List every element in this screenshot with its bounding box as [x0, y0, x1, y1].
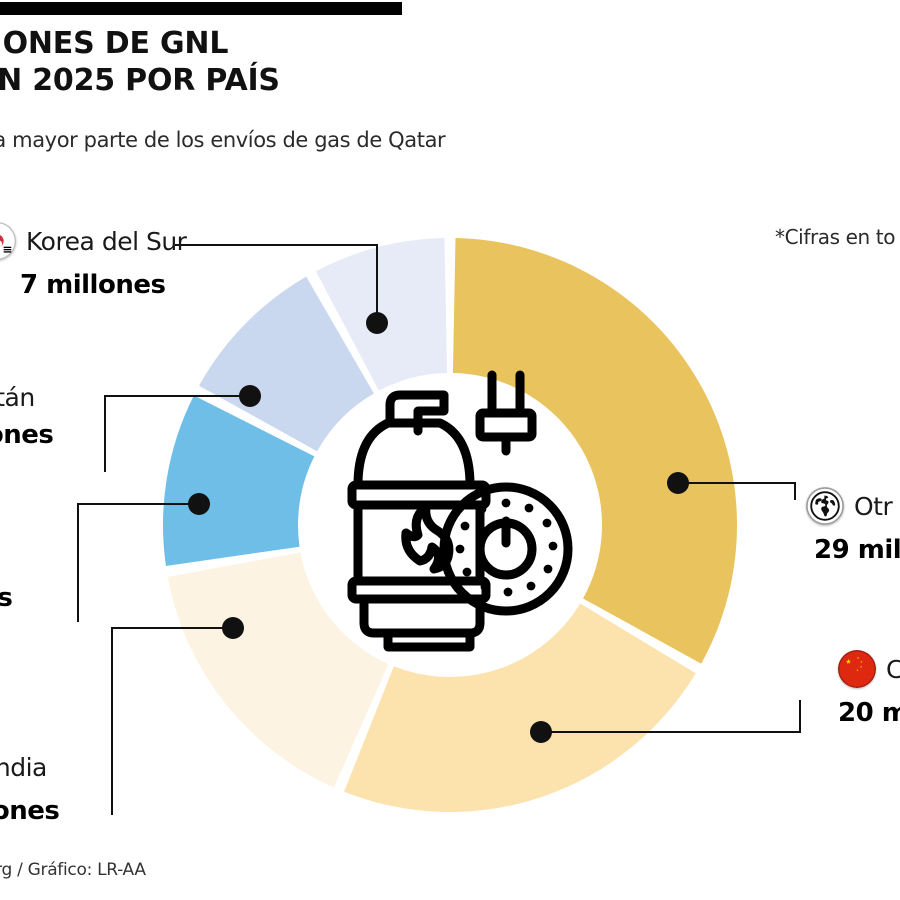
callout-india[interactable]: India millones: [0, 748, 60, 826]
donut-slice-taiw-n[interactable]: [163, 395, 315, 566]
leader-line-pakist-n: [104, 395, 250, 472]
callout-india-name: India: [0, 752, 47, 782]
leader-line-india: [111, 627, 233, 815]
callout-pakistan[interactable]: Pakistán millones: [0, 383, 54, 450]
leader-dot-pakist-n: [239, 385, 261, 407]
header-rule: [0, 2, 402, 15]
leader-dot-china: [530, 721, 552, 743]
donut-slice-china[interactable]: [344, 603, 696, 812]
flag-south-korea-icon: [0, 222, 16, 260]
callout-otros-value: 29 mill: [814, 535, 900, 565]
callout-india-value: millones: [0, 796, 60, 826]
donut-slice-otros[interactable]: [452, 238, 737, 664]
callout-taiwan-value: llones: [0, 583, 13, 613]
callout-otros[interactable]: Otr 29 mill: [806, 487, 900, 563]
callout-pakistan-value: millones: [0, 420, 54, 450]
globe-icon: [806, 487, 844, 525]
callout-otros-name: Otr: [854, 491, 893, 521]
leader-dot-india: [222, 617, 244, 639]
page-subtitle: mpra la mayor parte de los envíos de gas…: [0, 128, 446, 152]
leader-dot-taiw-n: [188, 493, 210, 515]
leader-line-korea-del-sur: [175, 244, 378, 323]
flag-china-icon: [838, 650, 876, 688]
callout-korea-value: 7 millones: [20, 270, 166, 300]
callout-taiwan[interactable]: aiwán llones: [0, 548, 13, 613]
leader-line-taiw-n: [77, 503, 199, 622]
callout-pakistan-name: Pakistán: [0, 383, 35, 412]
callout-china[interactable]: C 20 mil: [838, 650, 900, 726]
callout-korea[interactable]: Korea del Sur 7 millones: [0, 222, 187, 300]
leader-dot-otros: [667, 472, 689, 494]
units-footnote: *Cifras en to: [775, 225, 896, 249]
donut-slice-india[interactable]: [167, 552, 389, 788]
source-credit: oomberg / Gráfico: LR-AA: [0, 860, 146, 880]
callout-china-value: 20 mil: [838, 698, 900, 728]
leader-line-china: [541, 700, 801, 733]
leader-lines: [77, 244, 801, 815]
leader-dot-korea-del-sur: [366, 312, 388, 334]
callout-china-name: C: [886, 654, 900, 684]
page-title: ORTACIONES DE GNL ATAR EN 2025 POR PAÍS: [0, 26, 280, 98]
gas-cylinder-gauge-icon: [347, 370, 573, 652]
gauge-ticks: [455, 498, 558, 597]
leader-line-otros: [678, 482, 796, 500]
callout-korea-name: Korea del Sur: [26, 226, 187, 256]
donut-slices: [163, 238, 737, 812]
donut-slice-pakist-n[interactable]: [199, 276, 374, 452]
